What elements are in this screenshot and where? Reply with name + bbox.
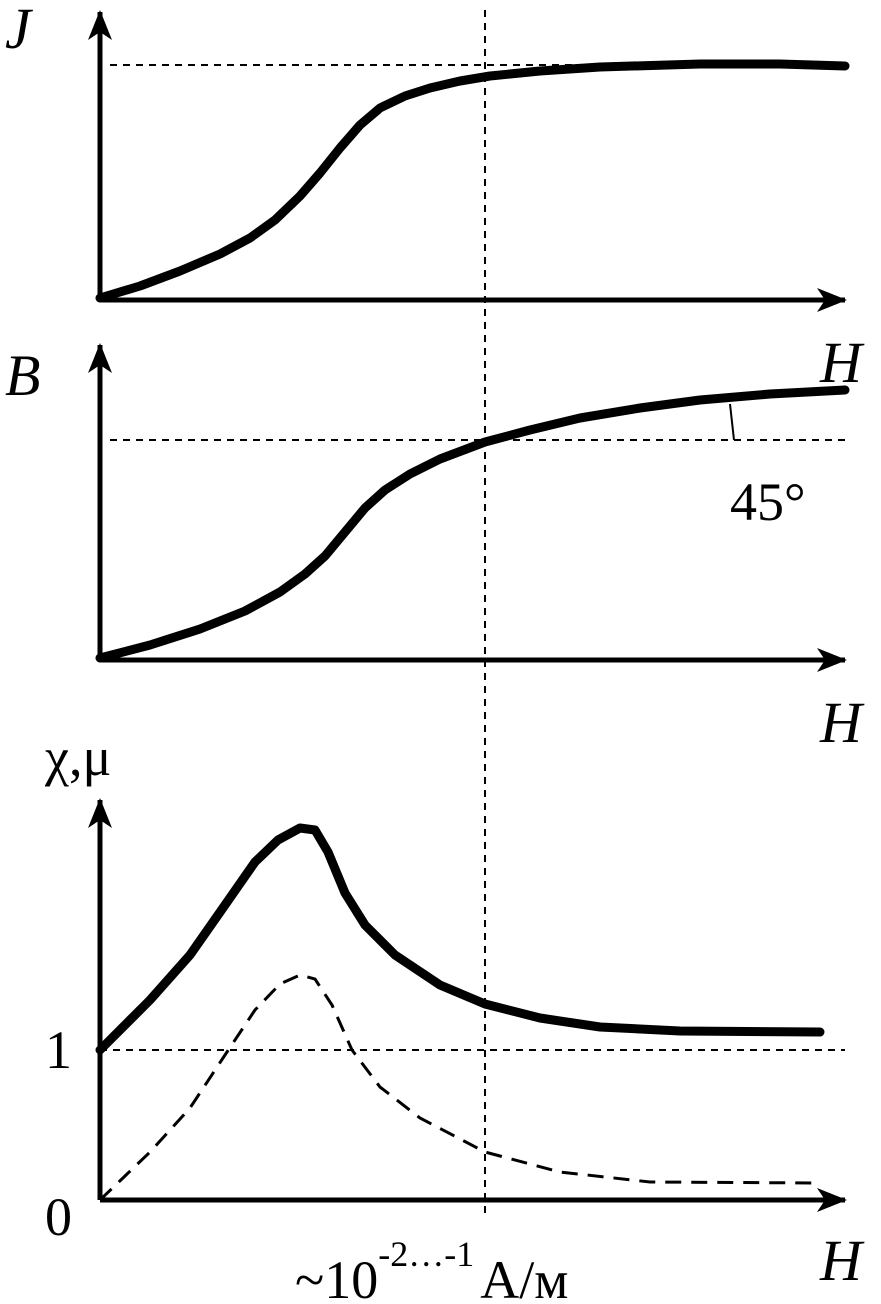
tick-label: 1 (45, 1020, 72, 1080)
y-label: χ,μ (44, 727, 111, 787)
mu-curve (95, 823, 825, 1055)
panel-j: J H (5, 0, 865, 395)
magnetization-curve (95, 59, 850, 303)
x-label: H (819, 690, 865, 755)
scale-unit: А/м (480, 1250, 568, 1304)
scale-exponent: -2…-1 (378, 1234, 474, 1274)
panel-b: B 45° H (5, 343, 865, 755)
tick-label: 0 (45, 1187, 72, 1247)
x-label: H (819, 330, 865, 395)
angle-label: 45° (730, 472, 806, 532)
panel-chi-mu: χ,μ 1 0 H ~10-2…-1 А/м (44, 727, 865, 1304)
y-label: J (5, 0, 34, 61)
scale-base: ~10 (295, 1250, 378, 1304)
chi-curve (98, 973, 821, 1202)
x-label: H (819, 1228, 865, 1293)
y-label: B (5, 343, 40, 408)
angle-mark (729, 403, 735, 441)
field-scale-label: ~10-2…-1 А/м (295, 1234, 568, 1304)
induction-curve (95, 385, 850, 663)
